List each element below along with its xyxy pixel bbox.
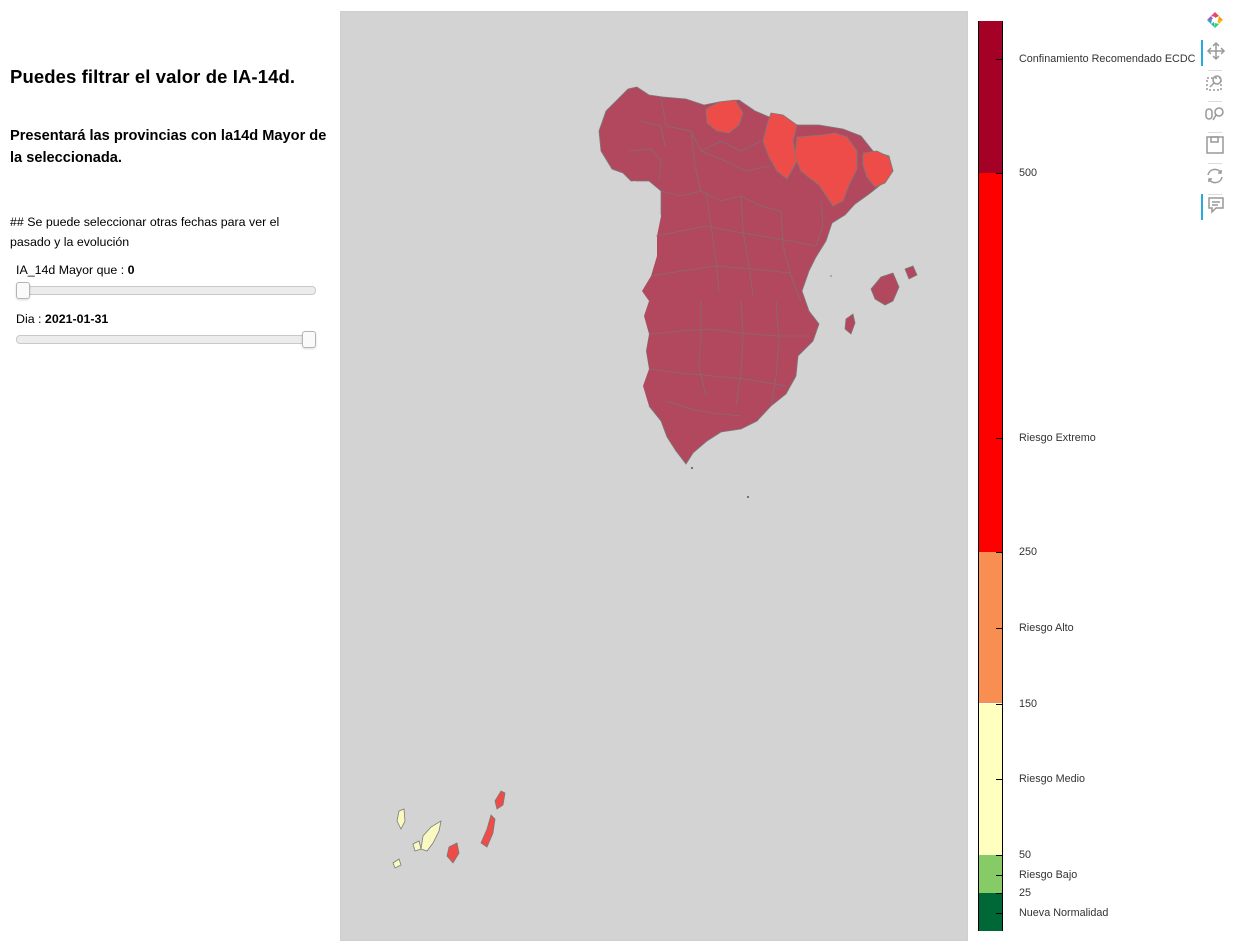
- colorbar-tick: [996, 438, 1003, 439]
- catalonia-region[interactable]: [862, 150, 894, 188]
- colorbar-band: [979, 893, 1002, 931]
- colorbar-band: [979, 172, 1002, 552]
- aragon-region[interactable]: [794, 132, 858, 207]
- toolbar-separator: [1208, 101, 1222, 102]
- la-gomera-island[interactable]: [412, 840, 422, 852]
- day-slider-label: Dia :: [16, 312, 45, 326]
- toolbar-separator: [1208, 163, 1222, 164]
- toolbar-separator: [1208, 70, 1222, 71]
- colorbar-tick: [996, 875, 1003, 876]
- reset-tool-icon[interactable]: [1204, 165, 1226, 187]
- colorbar-band: [979, 703, 1002, 856]
- colorbar-tick: [996, 704, 1003, 705]
- toolbar-separator: [1208, 194, 1222, 195]
- colorbar-tick: [996, 855, 1003, 856]
- colorbar-band: [979, 21, 1002, 173]
- hover-tool-icon[interactable]: [1201, 194, 1228, 220]
- islet-marker: [830, 275, 832, 277]
- colorbar-label: 250: [1019, 546, 1038, 558]
- colorbar-label: Riesgo Extremo: [1019, 432, 1096, 444]
- day-slider-handle[interactable]: [302, 331, 316, 348]
- portugal-area: [561, 181, 661, 421]
- box-zoom-tool-icon[interactable]: [1204, 72, 1226, 94]
- colorbar-tick: [996, 552, 1003, 553]
- day-slider-title: Dia : 2021-01-31: [16, 312, 108, 326]
- colorbar: [978, 21, 1003, 931]
- basque-region[interactable]: [705, 99, 744, 134]
- wheel-zoom-tool-icon[interactable]: [1204, 103, 1226, 125]
- save-tool-icon[interactable]: [1204, 134, 1226, 156]
- page-subtitle: Presentará las provincias con la14d Mayo…: [10, 128, 327, 166]
- ia-slider-handle[interactable]: [16, 282, 30, 299]
- navarra-region[interactable]: [762, 112, 798, 180]
- colorbar-label: Riesgo Bajo: [1019, 869, 1078, 881]
- ceuta-marker: [691, 467, 693, 469]
- melilla-marker: [747, 496, 749, 498]
- colorbar-band: [979, 551, 1002, 704]
- pan-tool-icon[interactable]: [1201, 40, 1228, 66]
- colorbar-label: Riesgo Alto: [1019, 622, 1074, 634]
- colorbar-label: 150: [1019, 698, 1038, 710]
- left-panel: Puedes filtrar el valor de IA-14d. Prese…: [0, 0, 330, 951]
- lanzarote-island[interactable]: [494, 790, 506, 810]
- el-hierro-island[interactable]: [392, 858, 402, 869]
- la-palma-island[interactable]: [396, 808, 406, 830]
- day-slider[interactable]: [16, 331, 316, 348]
- ibiza-island[interactable]: [844, 313, 856, 335]
- tenerife-island[interactable]: [420, 820, 442, 852]
- colorbar-label: 50: [1019, 849, 1032, 861]
- fuerteventura-island[interactable]: [480, 814, 496, 848]
- ia-slider-value: 0: [127, 263, 135, 277]
- colorbar-tick: [996, 173, 1003, 174]
- menorca-island[interactable]: [904, 265, 918, 280]
- colorbar-tick: [996, 59, 1003, 60]
- colorbar-label: Riesgo Medio: [1019, 773, 1086, 785]
- colorbar-label: Confinamiento Recomendado ECDC: [1019, 53, 1196, 65]
- toolbar-separator: [1208, 132, 1222, 133]
- bokeh-logo-icon[interactable]: [1204, 9, 1226, 31]
- colorbar-tick: [996, 779, 1003, 780]
- ia-slider-label: IA_14d Mayor que :: [16, 263, 128, 277]
- colorbar-tick: [996, 893, 1003, 894]
- province-borders: [628, 96, 824, 417]
- page-title: Puedes filtrar el valor de IA-14d.: [10, 66, 296, 87]
- colorbar-band: [979, 855, 1002, 894]
- colorbar-tick: [996, 913, 1003, 914]
- colorbar-label: 500: [1019, 167, 1038, 179]
- mallorca-island[interactable]: [870, 272, 900, 306]
- map-plot[interactable]: [340, 11, 968, 941]
- plot-toolbar: [1200, 6, 1230, 226]
- gran-canaria-island[interactable]: [446, 842, 460, 864]
- colorbar-label: Nueva Normalidad: [1019, 907, 1109, 919]
- ia-slider-title: IA_14d Mayor que : 0: [16, 263, 135, 277]
- day-slider-value: 2021-01-31: [44, 312, 109, 326]
- colorbar-tick: [996, 628, 1003, 629]
- map-canvas[interactable]: [341, 12, 968, 941]
- ia-slider[interactable]: [16, 282, 316, 299]
- colorbar-label: 25: [1019, 887, 1032, 899]
- dates-note: ## Se puede seleccionar otras fechas par…: [10, 215, 280, 249]
